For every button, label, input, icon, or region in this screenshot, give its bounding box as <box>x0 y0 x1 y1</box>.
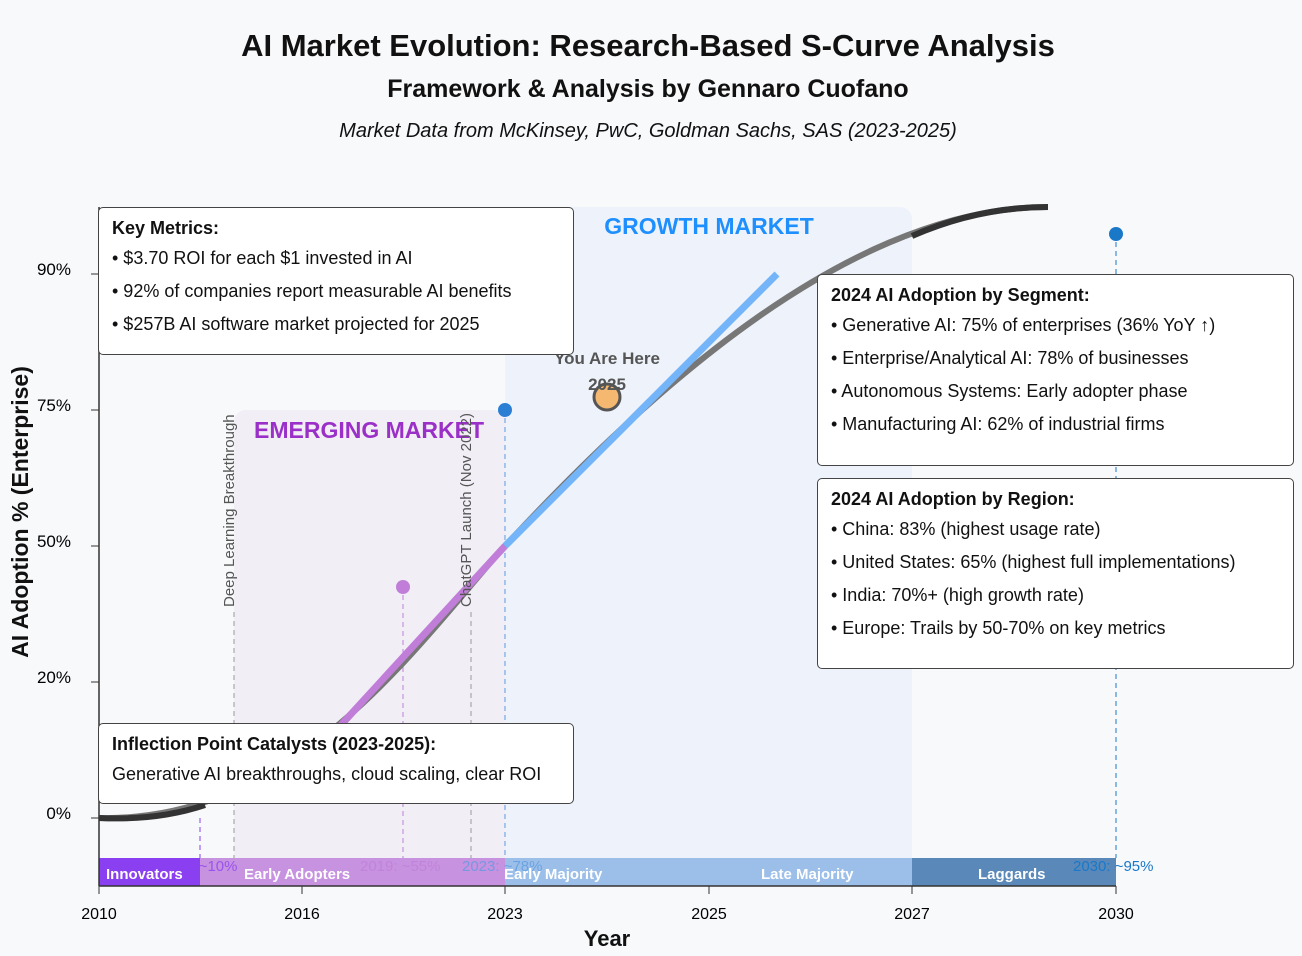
key-metrics-title: Key Metrics: <box>112 218 220 238</box>
segment-label: Early Majority <box>504 866 603 883</box>
key-metric-item: • 92% of companies report measurable AI … <box>112 281 512 301</box>
you-are-here-label: You Are Here <box>554 349 660 368</box>
y-tick-label: 90% <box>37 260 71 279</box>
segment-item: • Autonomous Systems: Early adopter phas… <box>831 381 1188 401</box>
adoption-band-0 <box>99 858 200 886</box>
you-are-here-year: 2025 <box>588 375 626 394</box>
catalysts-box: Inflection Point Catalysts (2023-2025): … <box>98 723 574 804</box>
x-tick-label: 2030 <box>1098 906 1134 923</box>
catalysts-text: Generative AI breakthroughs, cloud scali… <box>112 764 542 784</box>
adoption-band-1 <box>200 858 505 886</box>
x-tick-label: 2027 <box>894 906 930 923</box>
segment-item: • Manufacturing AI: 62% of industrial fi… <box>831 414 1165 434</box>
region-item: • United States: 65% (highest full imple… <box>831 552 1236 572</box>
you-are-here-marker <box>592 382 622 412</box>
event-label-deep-learning: Deep Learning Breakthrough <box>221 414 238 607</box>
y-tick-label: 75% <box>37 396 71 415</box>
key-metric-item: • $257B AI software market projected for… <box>112 314 480 334</box>
milestone-label: 2015: ~10% <box>157 858 238 875</box>
s-curve-late-segment <box>910 204 1049 239</box>
region-item: • China: 83% (highest usage rate) <box>831 519 1101 539</box>
milestone-point-2030 <box>1109 227 1123 241</box>
x-tick-label: 2016 <box>284 906 320 923</box>
region-title: 2024 AI Adoption by Region: <box>831 489 1075 509</box>
y-tick-label: 0% <box>46 804 71 823</box>
segment-box: 2024 AI Adoption by Segment: • Generativ… <box>817 274 1294 466</box>
x-axis-label: Year <box>584 926 631 951</box>
milestone-label: 2030: ~95% <box>1073 858 1154 875</box>
segment-label: Early Adopters <box>244 866 351 883</box>
region-box: 2024 AI Adoption by Region: • China: 83%… <box>817 478 1294 669</box>
adoption-band-2 <box>505 858 709 886</box>
region-item: • India: 70%+ (high growth rate) <box>831 585 1084 605</box>
segment-label: Late Majority <box>761 866 854 883</box>
adoption-band-4 <box>912 858 1116 886</box>
event-label-chatgpt: ChatGPT Launch (Nov 2022) <box>458 413 475 607</box>
adoption-band-3 <box>709 858 912 886</box>
segment-item: • Generative AI: 75% of enterprises (36%… <box>831 315 1216 335</box>
y-axis-label: AI Adoption % (Enterprise) <box>7 366 33 658</box>
x-tick-label: 2023 <box>487 906 523 923</box>
growth-region <box>505 207 912 886</box>
chart-title: AI Market Evolution: Research-Based S-Cu… <box>241 28 1055 63</box>
milestone-point-2023 <box>498 403 512 417</box>
segment-label: Laggards <box>978 866 1046 883</box>
x-tick-label: 2025 <box>691 906 727 923</box>
y-tick-label: 50% <box>37 532 71 551</box>
region-item: • Europe: Trails by 50-70% on key metric… <box>831 618 1166 638</box>
segment-title: 2024 AI Adoption by Segment: <box>831 285 1090 305</box>
chart-subtitle: Framework & Analysis by Gennaro Cuofano <box>387 75 909 103</box>
emerging-trend-line <box>327 543 508 740</box>
milestone-label: 2019: ~55% <box>360 858 441 875</box>
emerging-market-label: EMERGING MARKET <box>254 417 484 443</box>
segment-label: Innovators <box>106 866 183 883</box>
chart-source: Market Data from McKinsey, PwC, Goldman … <box>339 120 957 142</box>
s-curve-early-segment <box>98 802 206 822</box>
x-tick-label: 2010 <box>81 906 117 923</box>
segment-item: • Enterprise/Analytical AI: 78% of busin… <box>831 348 1189 368</box>
y-tick-label: 20% <box>37 668 71 687</box>
growth-trend-line <box>502 271 780 549</box>
growth-market-label: GROWTH MARKET <box>604 213 814 239</box>
milestone-label: 2023: ~78% <box>462 858 543 875</box>
catalysts-title: Inflection Point Catalysts (2023-2025): <box>112 734 437 754</box>
key-metrics-box: Key Metrics: • $3.70 ROI for each $1 inv… <box>98 207 574 355</box>
milestone-point-2019 <box>396 580 410 594</box>
key-metric-item: • $3.70 ROI for each $1 invested in AI <box>112 248 413 268</box>
